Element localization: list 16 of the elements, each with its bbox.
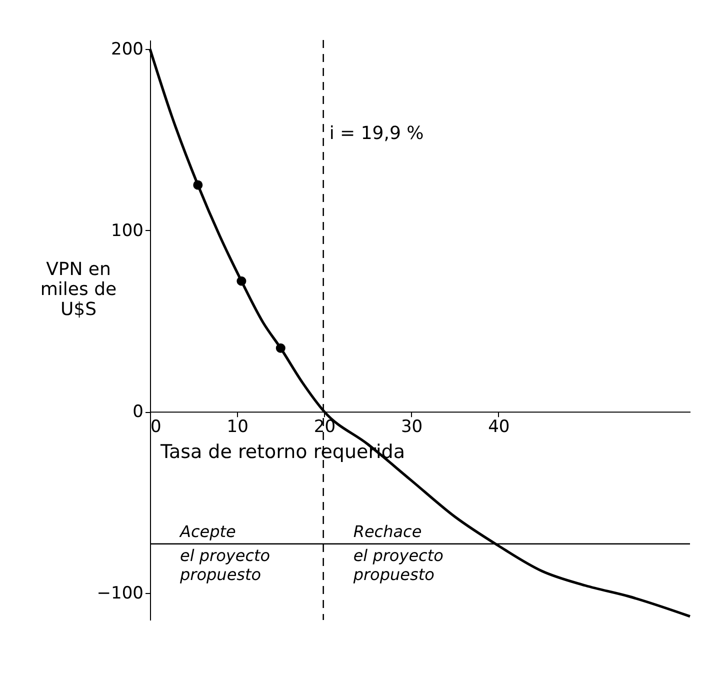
y-tick-label: 100 [111, 220, 144, 241]
y-tick-label: 0 [132, 402, 144, 422]
x-tick-label: 40 [488, 417, 510, 438]
y-tick-label: 200 [111, 40, 144, 60]
x-tick-label: 0 [150, 417, 162, 438]
y-tick-label: −100 [96, 583, 144, 604]
x-tick-label: 30 [400, 417, 423, 438]
point [236, 276, 246, 286]
point [193, 180, 203, 190]
x-tick-label: 20 [314, 417, 336, 438]
y-axis-title: VPN en miles de U$S [40, 258, 117, 320]
x-tick-label: 10 [226, 417, 248, 438]
point [276, 343, 286, 353]
annotation: Acepte el proyecto propuesto [179, 522, 270, 584]
annotation: Rechace el proyecto propuesto [352, 522, 444, 584]
ref-line-label: i = 19,9 % [329, 123, 424, 144]
